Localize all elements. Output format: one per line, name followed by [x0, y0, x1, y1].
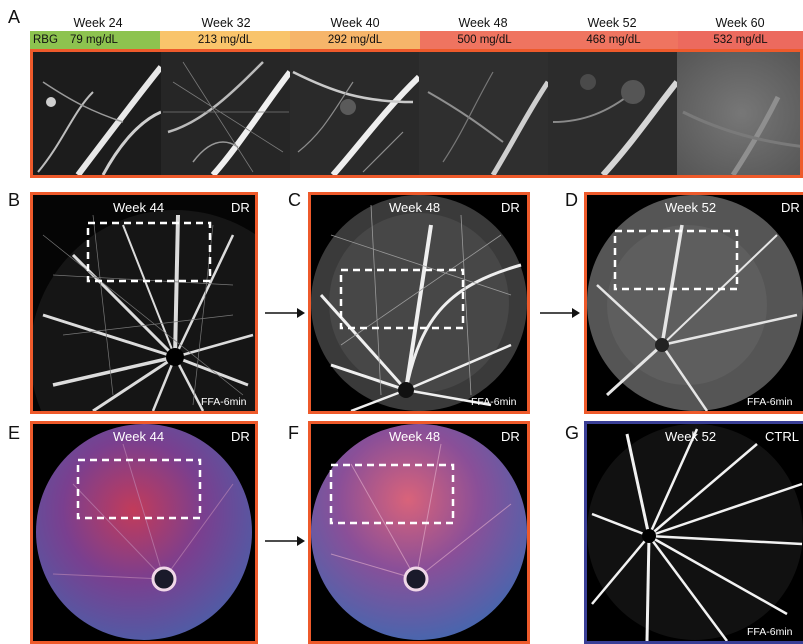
panel-letter-a: A — [8, 7, 21, 27]
image-week-label: Week 52 — [665, 429, 717, 444]
panel-letter-g: G — [565, 423, 580, 443]
panel-letter-e: E — [8, 423, 21, 443]
dashed-region-box — [339, 268, 465, 330]
arrow-icon — [540, 308, 580, 318]
dashed-region-box — [613, 229, 739, 291]
rbg-cell-52: 468 mg/dL — [549, 31, 678, 49]
fundus-panel-f: Week 48 DR — [308, 421, 530, 644]
angiogram-week-52 — [587, 195, 803, 411]
week-label-40: Week 40 — [330, 16, 380, 30]
week-label-32: Week 32 — [201, 16, 251, 30]
image-week-label: Week 48 — [389, 429, 441, 444]
strip-week-40 — [290, 52, 422, 175]
image-week-label: Week 52 — [665, 200, 717, 215]
arrow-icon — [265, 308, 305, 318]
color-fundus-week-48 — [311, 424, 527, 641]
image-modality-label: FFA-6min — [747, 396, 793, 408]
image-group-label: DR — [781, 200, 800, 215]
arrow-icon — [265, 536, 305, 546]
week-label-60: Week 60 — [715, 16, 765, 30]
angiogram-week-48 — [311, 195, 527, 411]
image-modality-label: FFA-6min — [747, 626, 793, 638]
angiogram-strip-image — [33, 52, 800, 175]
image-group-label: DR — [231, 200, 250, 215]
rbg-value-32: 213 mg/dL — [197, 34, 253, 46]
fundus-panel-d: Week 52 DR FFA-6min — [584, 192, 803, 414]
rbg-value-40: 292 mg/dL — [327, 34, 383, 46]
angiogram-week-44 — [33, 195, 255, 411]
image-week-label: Week 44 — [113, 429, 165, 444]
rbg-cell-60: 532 mg/dL — [678, 31, 803, 49]
color-fundus-week-44 — [33, 424, 255, 641]
angiogram-strip — [30, 49, 803, 178]
rbg-cell-48: 500 mg/dL — [420, 31, 549, 49]
dashed-region-box — [329, 463, 455, 525]
fundus-panel-g: Week 52 CTRL FFA-6min — [584, 421, 803, 644]
image-modality-label: FFA-6min — [471, 396, 517, 408]
week-label-24: Week 24 — [73, 16, 123, 30]
rbg-value-52: 468 mg/dL — [586, 34, 641, 46]
image-week-label: Week 44 — [113, 200, 165, 215]
strip-week-24 — [33, 52, 164, 175]
week-label-52: Week 52 — [587, 16, 637, 30]
week-label-48: Week 48 — [458, 16, 508, 30]
fundus-panel-b: Week 44 DR FFA-6min — [30, 192, 258, 414]
rbg-cell-24: RBG 79 mg/dL — [30, 31, 160, 49]
panel-letter-d: D — [565, 190, 578, 210]
dashed-region-box — [76, 458, 202, 520]
image-week-label: Week 48 — [389, 200, 441, 215]
strip-week-48 — [419, 52, 551, 175]
strip-week-32 — [161, 52, 293, 175]
fundus-panel-e: Week 44 DR — [30, 421, 258, 644]
image-group-label: DR — [501, 429, 520, 444]
strip-week-52 — [548, 52, 680, 175]
rbg-value-60: 532 mg/dL — [713, 34, 768, 46]
strip-week-60 — [677, 52, 800, 175]
panel-letter-b: B — [8, 190, 21, 210]
panel-letter-f: F — [288, 423, 299, 443]
dashed-region-box — [86, 221, 212, 283]
fundus-panel-c: Week 48 DR FFA-6min — [308, 192, 530, 414]
rbg-cell-40: 292 mg/dL — [290, 31, 420, 49]
rbg-value-48: 500 mg/dL — [457, 34, 512, 46]
rbg-cell-32: 213 mg/dL — [160, 31, 290, 49]
image-group-label: DR — [231, 429, 250, 444]
panel-letter-c: C — [288, 190, 301, 210]
image-modality-label: FFA-6min — [201, 396, 247, 408]
rbg-value-24: 79 mg/dL — [70, 34, 118, 46]
image-group-label: CTRL — [765, 429, 799, 444]
angiogram-control-week-52 — [587, 424, 803, 641]
image-group-label: DR — [501, 200, 520, 215]
rbg-row-label: RBG — [33, 34, 58, 46]
